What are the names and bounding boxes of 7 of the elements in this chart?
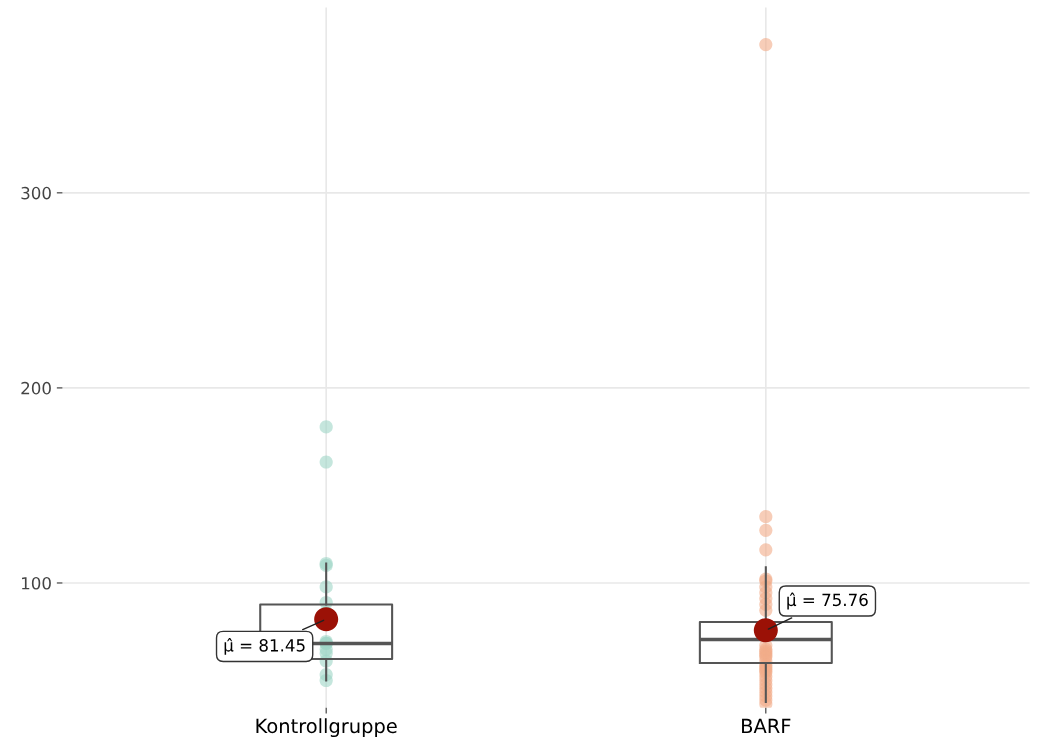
y-tick-label: 100 xyxy=(22,576,51,590)
x-tick-label: Kontrollgruppe xyxy=(256,718,397,738)
annotation: μ̂ = 75.76 xyxy=(787,592,868,610)
annotation: μ̂ = 81.45 xyxy=(224,638,305,655)
x-tick-label: BARF xyxy=(742,718,791,734)
y-tick-label: 200 xyxy=(21,381,51,395)
y-tick-label: 300 xyxy=(21,186,51,200)
